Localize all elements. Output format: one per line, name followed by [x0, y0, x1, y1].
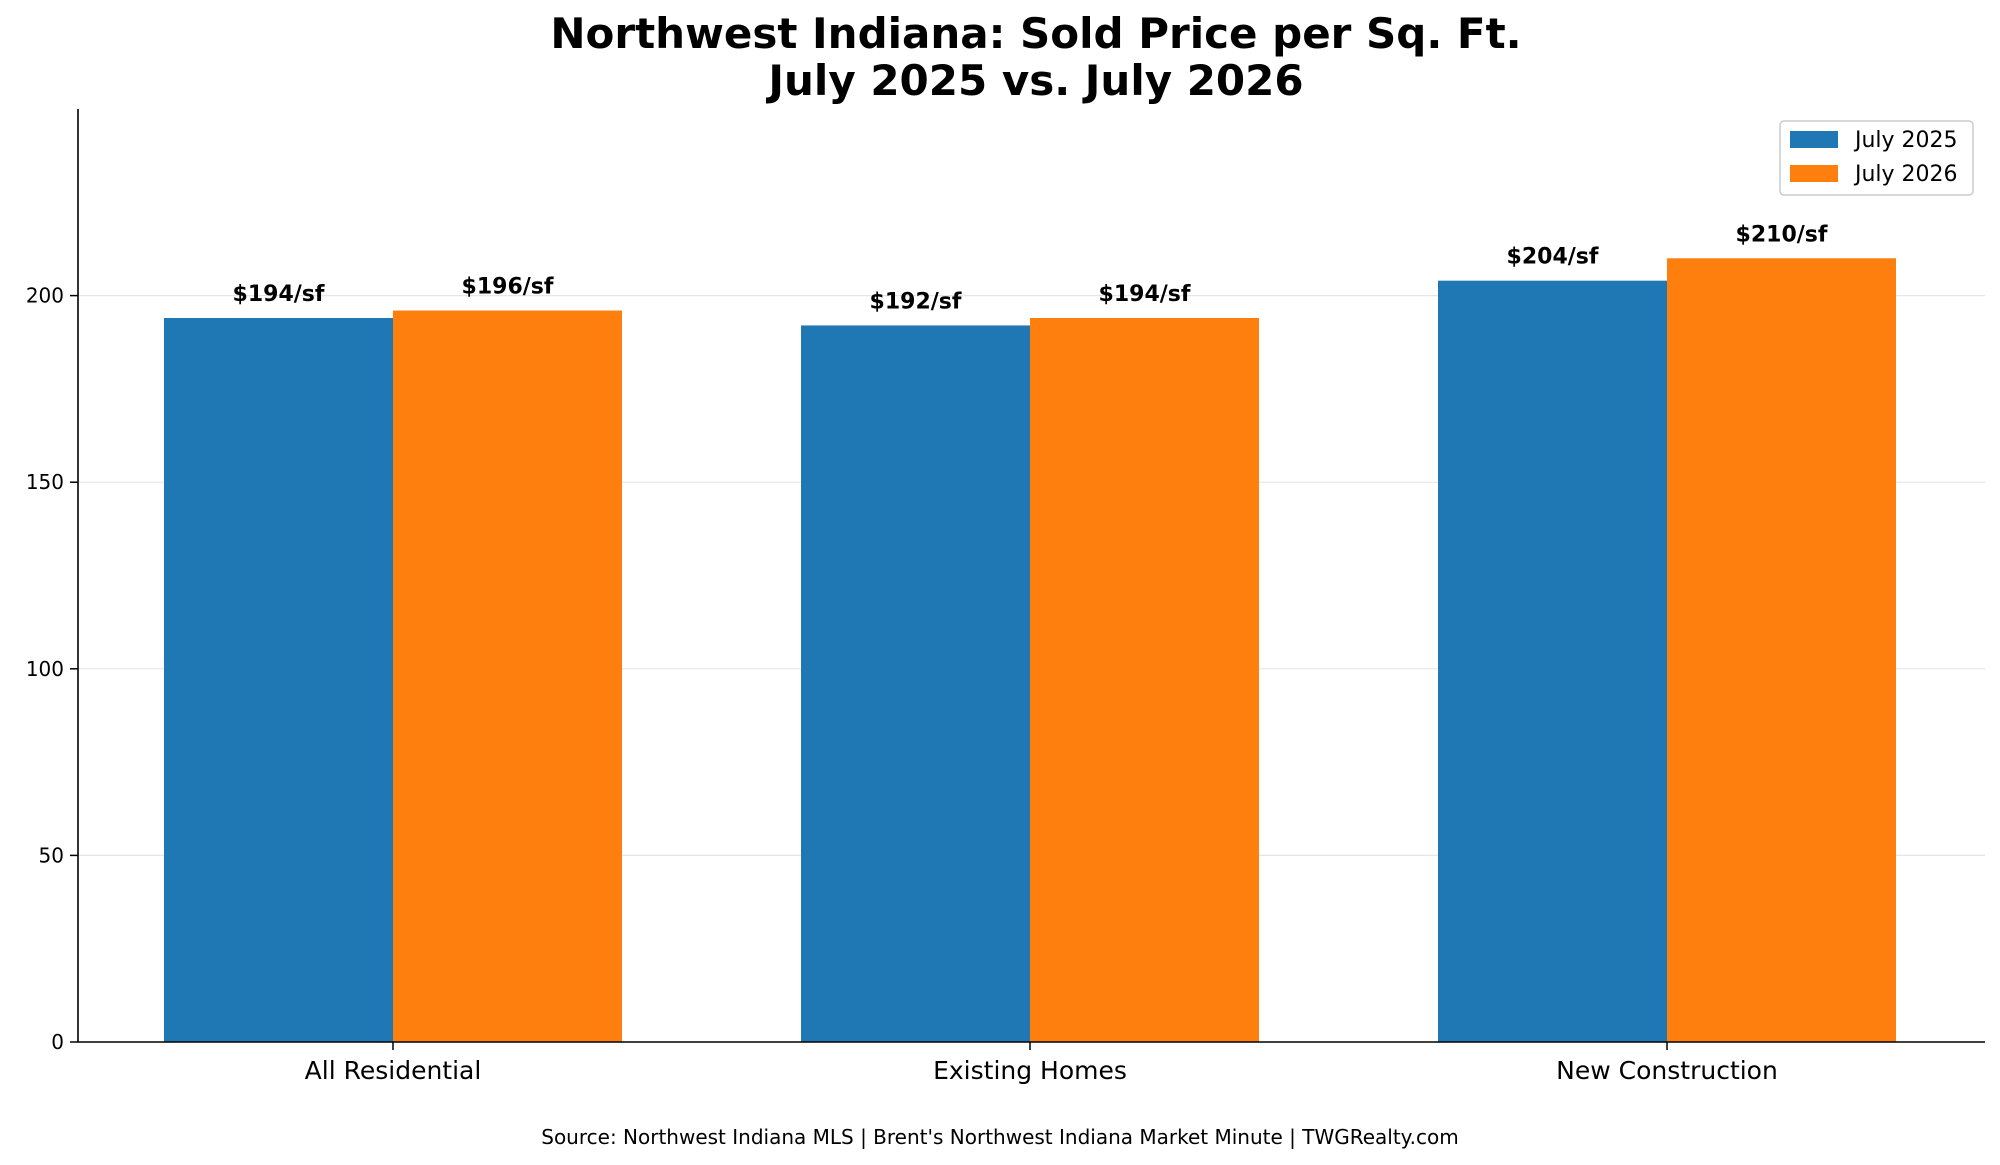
legend-swatch — [1790, 131, 1838, 148]
x-tick-label: Existing Homes — [933, 1056, 1127, 1085]
y-tick-label: 150 — [26, 470, 64, 494]
chart-subtitle: July 2025 vs. July 2026 — [765, 56, 1303, 105]
data-label: $196/sf — [462, 275, 554, 300]
data-label: $194/sf — [233, 282, 325, 307]
bar-new-construction-july-2025 — [1438, 280, 1667, 1042]
x-tick-label: All Residential — [305, 1056, 482, 1085]
bar-all-residential-july-2026 — [393, 310, 622, 1042]
bar-existing-homes-july-2026 — [1030, 317, 1259, 1042]
x-tick-label: New Construction — [1556, 1056, 1778, 1085]
legend: July 2025 July 2026 — [1779, 120, 1974, 196]
y-tick-label: 200 — [26, 284, 64, 308]
bar-all-residential-july-2025 — [164, 317, 393, 1042]
y-tick-label: 50 — [39, 843, 64, 867]
y-tick-label: 0 — [51, 1030, 64, 1054]
source-note: Source: Northwest Indiana MLS | Brent's … — [541, 1125, 1459, 1149]
bar-existing-homes-july-2025 — [801, 325, 1030, 1042]
data-label: $204/sf — [1507, 245, 1599, 270]
data-label: $194/sf — [1099, 282, 1191, 307]
axes: 0 50 100 150 200 All Residential Existing Home… — [26, 109, 1985, 1085]
bars — [164, 258, 1896, 1042]
y-tick-label: 100 — [26, 657, 64, 681]
legend-entry: July 2025 — [1853, 128, 1958, 153]
data-label: $210/sf — [1736, 222, 1828, 247]
bar-new-construction-july-2026 — [1667, 258, 1896, 1042]
legend-swatch — [1790, 165, 1838, 182]
chart-title: Northwest Indiana: Sold Price per Sq. Ft… — [550, 9, 1521, 58]
data-labels: $194/sf $196/sf $192/sf $194/sf $204/sf $210/… — [233, 222, 1828, 314]
data-label: $192/sf — [870, 289, 962, 314]
legend-entry: July 2026 — [1853, 162, 1958, 187]
